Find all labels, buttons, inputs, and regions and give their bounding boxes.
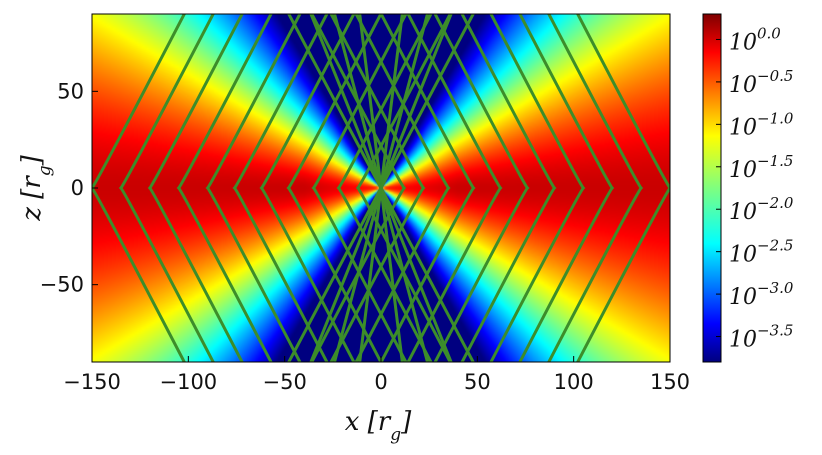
contour-line bbox=[518, 14, 615, 362]
contour-line bbox=[460, 14, 557, 362]
colorbar-tick-label: 10−1.0 bbox=[729, 109, 794, 140]
y-tick-label: 0 bbox=[71, 176, 84, 200]
contour-line bbox=[547, 14, 644, 362]
contour-line bbox=[118, 14, 215, 362]
contour-line bbox=[311, 14, 408, 362]
contour-line bbox=[205, 14, 302, 362]
x-axis-ticks: −150 −100 −50 0 50 100 150 bbox=[63, 356, 690, 394]
colorbar-tick-label: 10−1.5 bbox=[729, 152, 793, 183]
contour-line bbox=[433, 14, 530, 362]
contour-line bbox=[259, 14, 356, 362]
colorbar bbox=[702, 13, 722, 363]
colorbar-tick-label: 10−3.0 bbox=[729, 279, 794, 310]
colorbar-tick-label: 100.0 bbox=[729, 24, 781, 55]
contour-ray bbox=[287, 14, 475, 362]
y-axis-ticks: −50 0 50 bbox=[40, 79, 98, 297]
colorbar-tick-label: 10−2.5 bbox=[729, 237, 793, 268]
contour-line bbox=[92, 14, 186, 362]
colorbar-ticks: 100.0 10−0.5 10−1.0 10−1.5 10−2.0 10−2.5 10−3.… bbox=[716, 24, 794, 353]
x-tick-label: 0 bbox=[374, 370, 387, 394]
contour-line bbox=[355, 14, 452, 362]
y-axis-label: z [rg] bbox=[17, 154, 55, 221]
x-tick-label: −50 bbox=[263, 370, 307, 394]
contour-line bbox=[232, 14, 329, 362]
contour-line bbox=[147, 14, 244, 362]
contour-line bbox=[379, 14, 476, 362]
y-tick-label: −50 bbox=[40, 273, 84, 297]
colorbar-tick-label: 10−3.5 bbox=[729, 322, 793, 353]
contour-line bbox=[286, 14, 383, 362]
contour-line bbox=[576, 14, 670, 362]
x-tick-label: 100 bbox=[554, 370, 594, 394]
contour-line bbox=[176, 14, 273, 362]
contour-line bbox=[406, 14, 503, 362]
x-tick-label: 150 bbox=[650, 370, 690, 394]
colorbar-tick-label: 10−0.5 bbox=[729, 67, 793, 98]
x-tick-label: −150 bbox=[63, 370, 121, 394]
contour-line bbox=[336, 14, 433, 362]
contour-line bbox=[354, 14, 451, 362]
contour-lines bbox=[92, 14, 670, 362]
contour-line bbox=[329, 14, 426, 362]
y-tick-label: 50 bbox=[57, 79, 84, 103]
contour-line bbox=[489, 14, 586, 362]
x-tick-label: 50 bbox=[464, 370, 491, 394]
plot-area bbox=[92, 14, 670, 362]
x-tick-label: −100 bbox=[159, 370, 217, 394]
colorbar-tick-label: 10−2.0 bbox=[729, 194, 794, 225]
contour-line bbox=[310, 14, 407, 362]
x-axis-label: x [rg] bbox=[345, 407, 412, 445]
